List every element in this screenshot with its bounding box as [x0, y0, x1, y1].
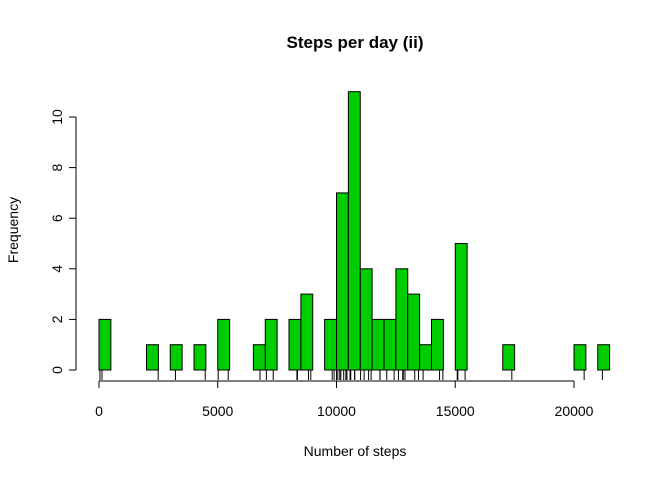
- x-axis-label: Number of steps: [304, 443, 407, 459]
- histogram-bar: [407, 293, 421, 371]
- histogram-bar: [300, 293, 314, 371]
- histogram-bar: [573, 344, 587, 371]
- histogram-bar: [288, 318, 302, 371]
- histogram-bar: [359, 268, 373, 371]
- histogram-bar: [597, 344, 611, 371]
- x-tick-label: 20000: [555, 403, 594, 419]
- histogram-bar: [264, 318, 278, 371]
- y-tick-label: 0: [49, 366, 65, 374]
- histogram-bar: [193, 344, 207, 371]
- histogram-bar: [324, 318, 337, 371]
- histogram-bar: [347, 91, 361, 371]
- y-tick-label: 2: [49, 315, 65, 323]
- histogram-bar: [383, 318, 397, 371]
- histogram-bar: [395, 268, 409, 371]
- x-tick-label: 5000: [202, 403, 233, 419]
- histogram-bar: [431, 318, 444, 371]
- y-axis: 0 2 4 6 8 10: [49, 109, 77, 374]
- y-axis-label: Frequency: [5, 197, 21, 263]
- histogram-bar: [146, 344, 159, 371]
- rug-marks: [99, 370, 603, 380]
- x-tick-label: 15000: [436, 403, 475, 419]
- histogram-bar: [336, 192, 349, 371]
- chart-title: Steps per day (ii): [287, 33, 424, 52]
- histogram-bar: [98, 318, 112, 371]
- x-axis: 0 5000 10000 15000 20000: [95, 380, 594, 419]
- histogram-bar: [502, 344, 516, 371]
- y-tick-label: 8: [49, 163, 65, 171]
- histogram-bar: [371, 318, 385, 371]
- y-tick-label: 10: [49, 109, 65, 125]
- histogram-bar: [169, 344, 183, 371]
- histogram-bar: [419, 344, 432, 371]
- y-tick-label: 4: [49, 265, 65, 273]
- histogram-bar: [454, 243, 468, 371]
- x-tick-label: 0: [95, 403, 103, 419]
- histogram-bar: [252, 344, 266, 371]
- x-tick-label: 10000: [317, 403, 356, 419]
- histogram-bar: [217, 318, 231, 371]
- y-tick-label: 6: [49, 214, 65, 222]
- histogram-bars: [98, 91, 611, 371]
